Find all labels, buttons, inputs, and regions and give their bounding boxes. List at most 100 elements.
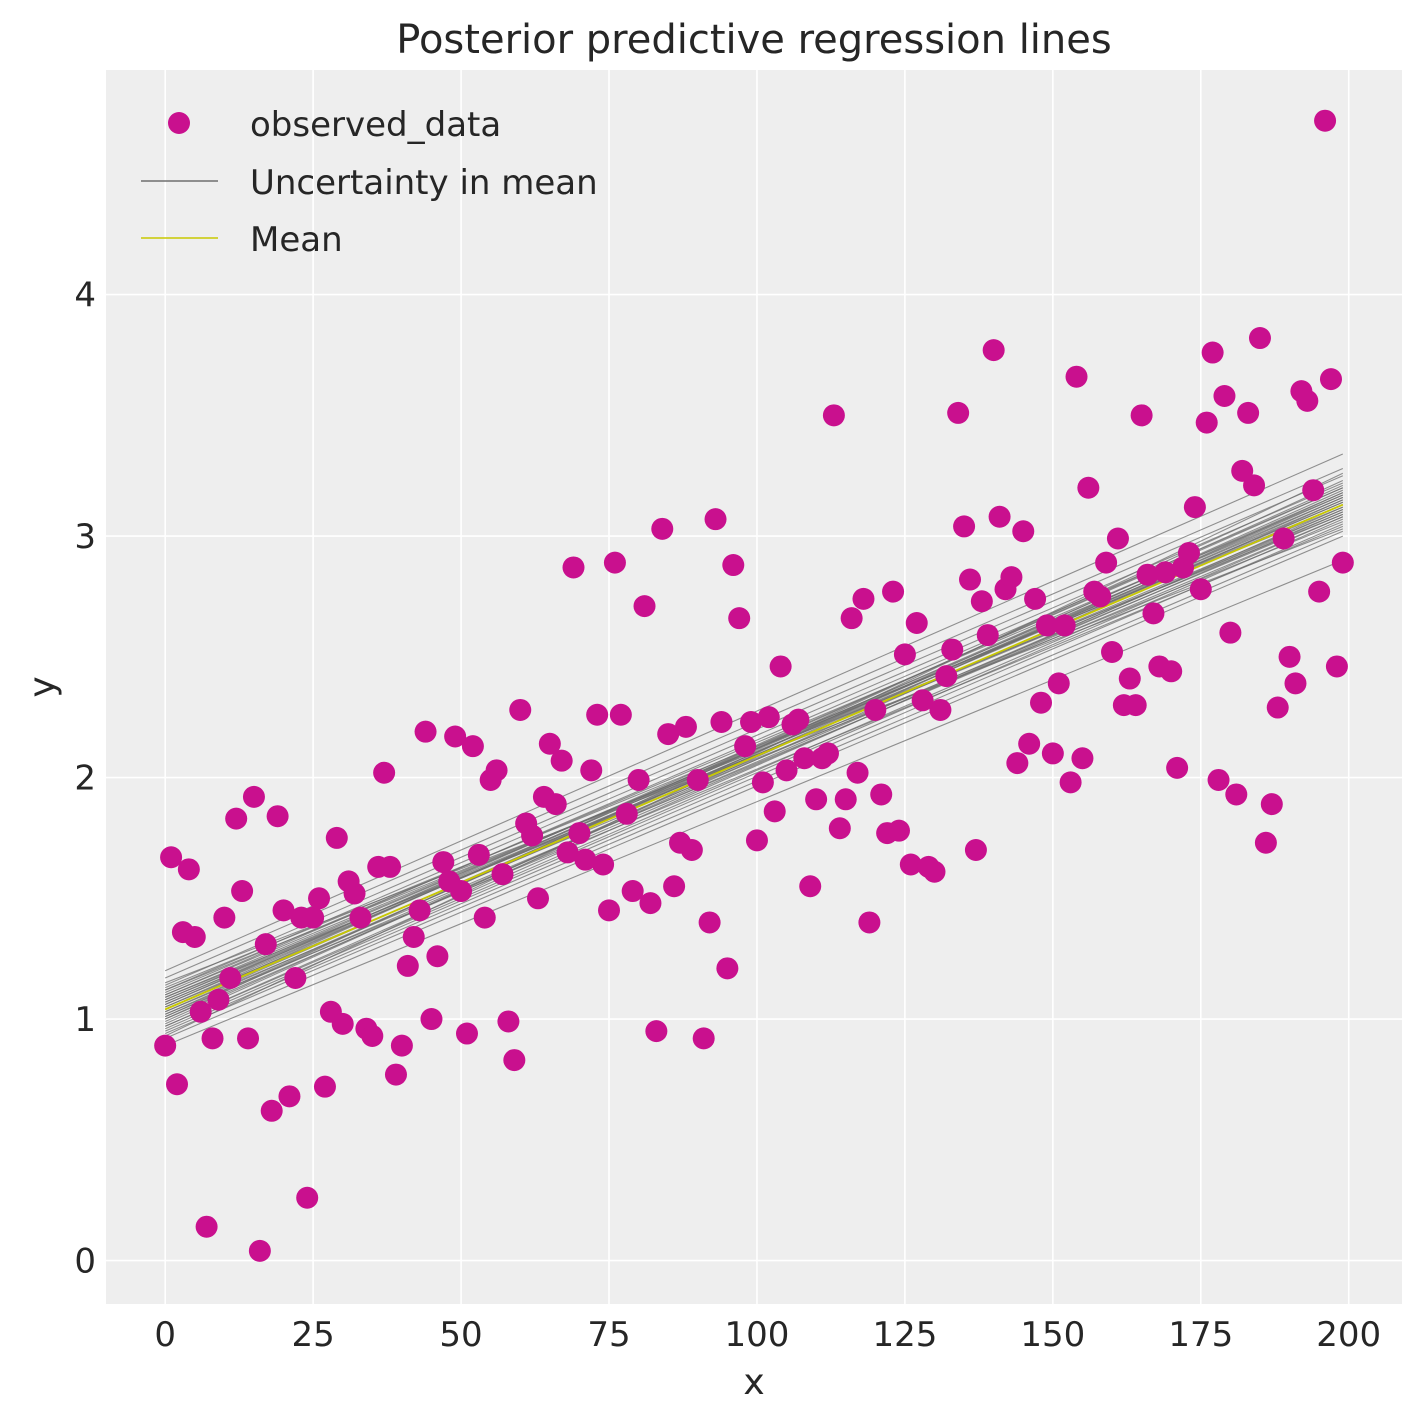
observed-point [1189, 578, 1212, 601]
grid [106, 70, 1402, 1304]
observed-point [1319, 368, 1342, 391]
observed-point [959, 568, 981, 591]
observed-point [970, 590, 993, 613]
observed-point [663, 875, 686, 898]
observed-point [160, 846, 183, 869]
observed-point [491, 863, 514, 886]
observed-point [1012, 520, 1035, 543]
observed-point [1024, 587, 1047, 610]
observed-point [964, 839, 987, 862]
observed-point [189, 1000, 212, 1023]
observed-point [1041, 742, 1064, 765]
observed-point [1154, 561, 1177, 584]
observed-point [272, 899, 295, 922]
observed-point [982, 339, 1005, 362]
observed-point [1177, 541, 1200, 564]
observed-point [976, 624, 999, 647]
observed-point [266, 805, 289, 828]
observed-point [396, 954, 419, 977]
observed-point [207, 988, 230, 1011]
observed-point [769, 655, 792, 678]
observed-point [225, 807, 248, 830]
observed-point [840, 607, 863, 630]
observed-point [627, 768, 650, 791]
observed-point [882, 580, 905, 603]
y-tick-label: 1 [74, 1000, 96, 1040]
observed-point [467, 843, 490, 866]
observed-point [308, 887, 331, 910]
observed-point [1314, 109, 1337, 132]
x-axis-label: x [743, 1362, 764, 1403]
observed-point [450, 880, 473, 903]
observed-point [893, 643, 916, 666]
observed-point [379, 855, 402, 878]
x-tick-label: 0 [154, 1315, 176, 1355]
observed-point [1006, 752, 1029, 775]
observed-point [1219, 621, 1242, 644]
observed-point [639, 892, 662, 915]
observed-point [864, 698, 887, 721]
observed-point [349, 906, 372, 929]
observed-point [432, 851, 455, 874]
legend-uncertainty-label: Uncertainty in mean [250, 163, 598, 203]
observed-point [1243, 474, 1266, 497]
observed-point [828, 817, 851, 840]
observed-point [231, 880, 254, 903]
observed-point [929, 698, 952, 721]
observed-point [1035, 614, 1058, 637]
y-tick-label: 0 [74, 1242, 96, 1282]
observed-point [1284, 672, 1307, 695]
observed-point [414, 720, 437, 743]
observed-point [1260, 793, 1283, 816]
observed-point [1331, 551, 1354, 574]
observed-point [609, 703, 632, 726]
observed-point [740, 711, 763, 734]
observed-point [384, 1063, 407, 1086]
observed-point [509, 698, 532, 721]
observed-point [1195, 411, 1218, 434]
observed-point [1166, 756, 1189, 779]
observed-point [390, 1034, 413, 1057]
observed-point [751, 771, 774, 794]
observed-point [935, 665, 958, 688]
observed-point [562, 556, 585, 579]
observed-point [284, 966, 307, 989]
y-tick-label: 3 [74, 517, 96, 557]
observed-point [313, 1075, 336, 1098]
observed-point [538, 732, 561, 755]
observed-point [1095, 551, 1118, 574]
observed-point [941, 638, 964, 661]
observed-point [722, 554, 745, 577]
observed-point [615, 802, 638, 825]
observed-point [195, 1215, 218, 1238]
observed-point [402, 925, 425, 948]
observed-point [1136, 563, 1159, 586]
observed-point [278, 1085, 301, 1108]
observed-point [710, 711, 733, 734]
observed-point [651, 517, 674, 540]
y-tick-label: 4 [74, 276, 96, 316]
observed-point [1278, 645, 1301, 668]
observed-point [775, 759, 798, 782]
x-tick-label: 175 [1168, 1315, 1233, 1355]
observed-point [899, 853, 922, 876]
observed-point [544, 793, 567, 816]
observed-point [692, 1027, 715, 1050]
observed-point [420, 1008, 443, 1031]
observed-point [1225, 783, 1248, 806]
observed-point [473, 906, 496, 929]
observed-point [1160, 660, 1183, 683]
observed-point [248, 1239, 271, 1262]
observed-point [905, 612, 928, 635]
observed-point [254, 933, 277, 956]
observed-point [1201, 341, 1224, 364]
x-tick-label: 100 [725, 1315, 790, 1355]
observed-point [1308, 580, 1331, 603]
observed-point [154, 1034, 177, 1057]
observed-point [1124, 694, 1147, 717]
observed-point [923, 860, 946, 883]
observed-point [763, 800, 786, 823]
observed-point [568, 822, 591, 845]
observed-point [793, 747, 816, 770]
